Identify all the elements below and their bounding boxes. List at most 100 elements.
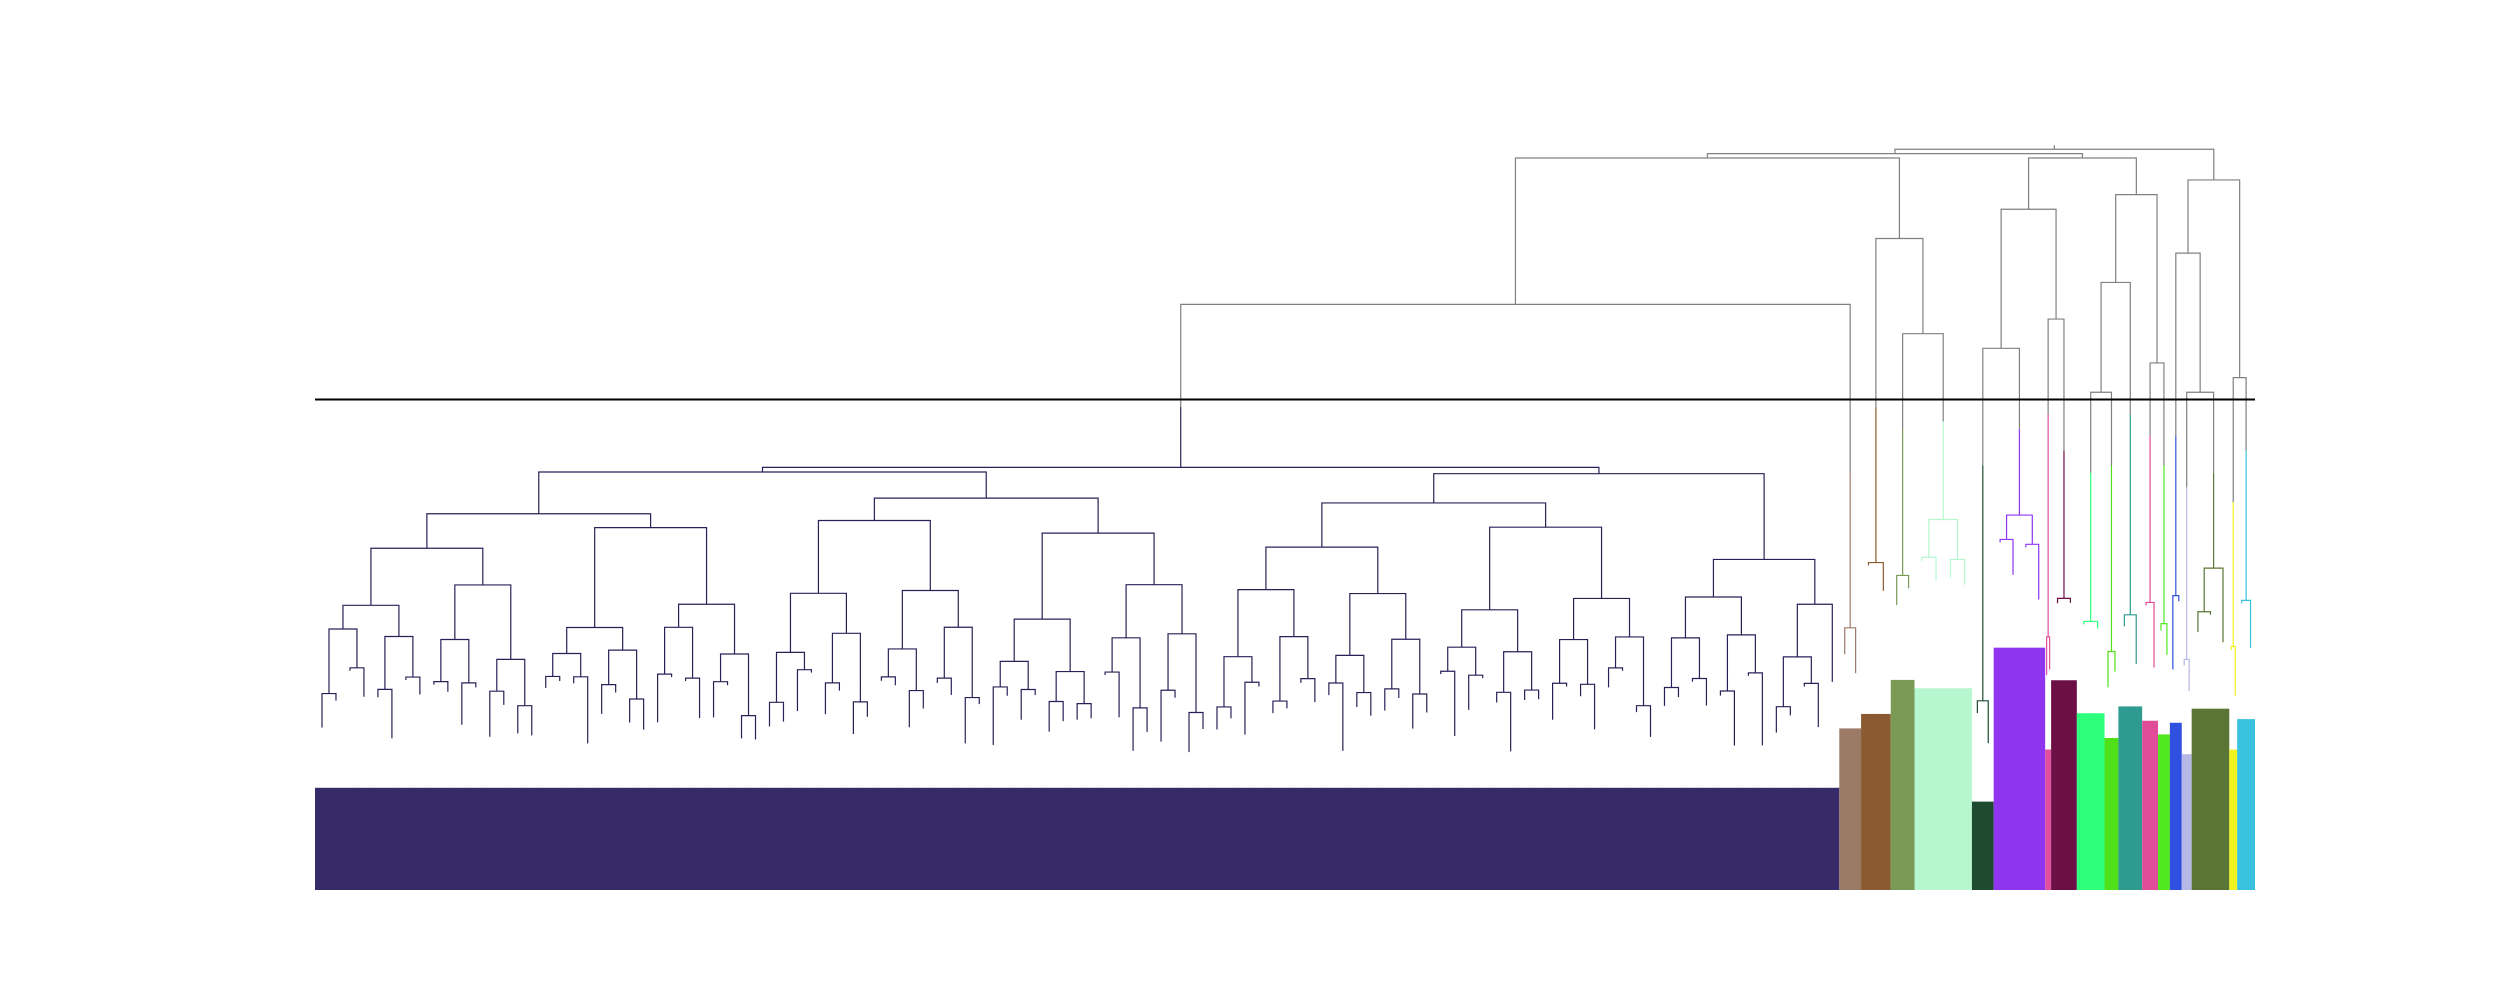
cluster-7	[1993, 428, 2046, 890]
cluster-leaf-block	[2076, 713, 2105, 890]
cluster-merge-link	[887, 648, 917, 691]
cluster-leaf-block	[2051, 680, 2077, 890]
cluster-merge-link	[321, 692, 337, 728]
cluster-merge-link	[1928, 518, 1959, 560]
cluster-merge-link	[1384, 688, 1400, 711]
cluster-merge-link	[1691, 677, 1708, 706]
cluster-leaf-block	[1861, 713, 1891, 890]
cluster-layer	[315, 406, 2255, 890]
cluster-merge-link	[601, 683, 617, 714]
cluster-merge-link	[1188, 711, 1204, 753]
upper-merge-link	[2027, 157, 2137, 210]
cluster-merge-link	[594, 527, 708, 628]
cluster-merge-link	[426, 513, 652, 549]
cluster-merge-link	[880, 676, 896, 686]
cluster-merge-link	[1607, 667, 1624, 688]
cluster-merge-link	[852, 701, 868, 735]
cluster-merge-link	[328, 628, 358, 694]
cluster-merge-link	[1111, 637, 1141, 708]
cluster-merge-link	[1782, 656, 1812, 707]
cluster-merge-link	[1167, 633, 1197, 713]
cluster-merge-link	[824, 682, 841, 715]
cluster-merge-link	[1237, 589, 1295, 657]
cluster-merge-link	[1279, 636, 1309, 702]
cluster-merge-link	[1775, 706, 1791, 733]
cluster-leaf-block	[1971, 801, 1994, 890]
cluster-merge-link	[440, 638, 470, 683]
cluster-merge-link	[1684, 596, 1742, 638]
cluster-merge-link	[657, 673, 673, 723]
cluster-leaf-block	[1993, 647, 2046, 890]
cluster-merge-link	[999, 660, 1029, 690]
cluster-merge-link	[2083, 620, 2099, 629]
cluster-merge-link	[1055, 670, 1085, 704]
upper-merge-link	[2149, 362, 2165, 466]
cluster-merge-link	[1468, 674, 1484, 710]
cluster-merge-link	[1104, 671, 1120, 718]
cluster-merge-link	[901, 589, 959, 649]
cluster-leaf-block	[2191, 708, 2230, 890]
cluster-8	[2045, 414, 2052, 890]
cluster-merge-link	[1747, 672, 1763, 746]
cluster-merge-link	[1999, 538, 2014, 575]
cluster-merge-link	[1921, 556, 1937, 581]
cluster-merge-link	[454, 584, 512, 660]
cluster-merge-link	[517, 705, 533, 736]
cluster-merge-link	[1496, 691, 1512, 752]
cluster-merge-link	[2203, 567, 2224, 643]
cluster-merge-link	[545, 675, 561, 688]
cluster-3	[1861, 406, 1891, 890]
cluster-merge-link	[2230, 645, 2236, 696]
cluster-merge-link	[677, 603, 736, 655]
cluster-merge-link	[1020, 688, 1036, 720]
cluster-merge-link	[1949, 558, 1966, 585]
upper-merge-link	[2187, 179, 2241, 378]
cluster-merge-link	[1125, 584, 1183, 638]
cluster-merge-link	[1867, 561, 1884, 591]
cluster-merge-link	[384, 635, 414, 690]
cluster-16	[2181, 487, 2192, 890]
cluster-merge-link	[2197, 611, 2212, 633]
cluster-leaf-block	[315, 787, 1840, 890]
upper-merge-link	[1902, 333, 1944, 429]
cluster-10	[2076, 472, 2105, 890]
cluster-merge-link	[1524, 689, 1540, 700]
upper-merge-link	[1875, 237, 1924, 407]
cluster-merge-link	[1559, 638, 1589, 685]
cluster-merge-link	[1803, 682, 1819, 728]
cluster-merge-link	[1160, 689, 1176, 742]
cluster-merge-link	[1041, 532, 1155, 620]
cluster-merge-link	[489, 690, 505, 737]
cluster-6	[1971, 465, 1994, 890]
upper-merge-link	[2047, 318, 2065, 451]
cluster-merge-link	[2056, 597, 2071, 604]
cluster-merge-link	[1300, 678, 1316, 703]
cluster-merge-link	[1670, 637, 1701, 688]
cluster-leaf-block	[2229, 749, 2238, 890]
cluster-merge-link	[1328, 682, 1344, 751]
upper-merge-link	[2232, 377, 2247, 503]
cluster-merge-link	[461, 682, 477, 725]
cluster-merge-link	[664, 626, 694, 679]
cluster-merge-link	[2241, 599, 2252, 648]
cluster-merge-link	[1216, 706, 1232, 730]
cluster-merge-link	[1552, 682, 1568, 720]
cluster-merge-link	[936, 677, 952, 696]
cluster-leaf-block	[2158, 734, 2170, 890]
cluster-leaf-block	[2169, 722, 2182, 890]
cluster-merge-link	[405, 676, 421, 695]
cluster-11	[2104, 465, 2119, 890]
cluster-leaf-block	[2104, 737, 2119, 890]
cluster-merge-link	[1635, 705, 1652, 737]
cluster-12	[2118, 414, 2143, 890]
cluster-13	[2142, 436, 2158, 890]
cluster-merge-link	[1433, 473, 1765, 560]
cluster-merge-link	[349, 667, 365, 697]
upper-merge-link	[2090, 391, 2113, 473]
cluster-merge-link	[1572, 597, 1631, 640]
upper-merge-link	[1180, 303, 1851, 473]
cluster-merge-link	[1132, 707, 1148, 751]
cluster-9	[2051, 450, 2077, 890]
